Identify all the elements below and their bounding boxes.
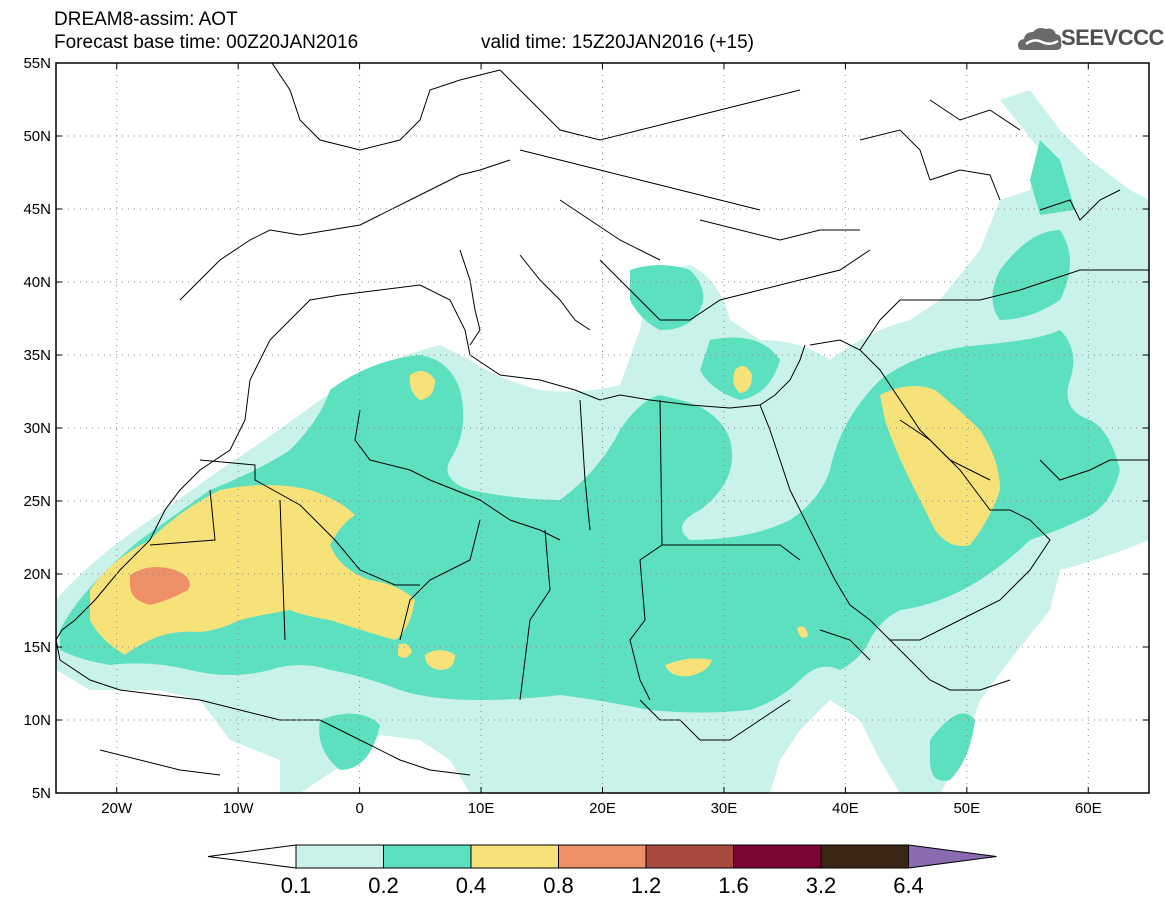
longitude-labels: 20W 10W 0 10E 20E 30E 40E 50E 60E xyxy=(101,800,1101,817)
forecast-base-time: Forecast base time: 00Z20JAN2016 xyxy=(54,32,359,53)
country-boundaries xyxy=(56,63,1149,776)
aot-band-0.4 xyxy=(90,366,1000,677)
colorbar-label: 0.2 xyxy=(368,873,399,898)
colorbar-box xyxy=(820,844,909,869)
colorbar-box xyxy=(733,844,822,869)
colorbar-box xyxy=(383,844,472,869)
lat-label: 55N xyxy=(23,55,51,72)
lon-label: 20W xyxy=(101,800,133,817)
colorbar-label: 6.4 xyxy=(893,873,924,898)
colorbar-box xyxy=(645,844,734,869)
lon-label: 10W xyxy=(223,800,255,817)
lat-label: 40N xyxy=(23,274,51,291)
aot-band-0.8 xyxy=(130,566,190,605)
cloud-icon xyxy=(1018,28,1062,50)
map-title: DREAM8-assim: AOT xyxy=(54,9,238,30)
lon-label: 60E xyxy=(1075,800,1102,817)
latitude-labels: 55N 50N 45N 40N 35N 30N 25N 20N 15N 10N 5N xyxy=(23,55,51,802)
colorbar-right-arrow xyxy=(908,844,997,869)
colorbar-box xyxy=(295,844,384,869)
lon-label: 10E xyxy=(468,800,495,817)
logo-text: SEEVCCC xyxy=(1061,25,1164,50)
lat-label: 45N xyxy=(23,201,51,218)
grid-lines xyxy=(56,63,1149,793)
colorbar-left-arrow xyxy=(207,844,297,869)
lon-label: 30E xyxy=(711,800,738,817)
colorbar-box xyxy=(470,844,559,869)
lat-label: 50N xyxy=(23,128,51,145)
colorbar-label: 3.2 xyxy=(806,873,837,898)
colorbar-label: 1.2 xyxy=(631,873,662,898)
lat-label: 35N xyxy=(23,347,51,364)
lat-label: 15N xyxy=(23,639,51,656)
valid-time: valid time: 15Z20JAN2016 (+15) xyxy=(481,32,755,53)
lon-label: 0 xyxy=(355,800,363,817)
colorbar-label: 0.4 xyxy=(456,873,487,898)
lon-label: 20E xyxy=(589,800,616,817)
lat-label: 30N xyxy=(23,420,51,437)
colorbar-label: 1.6 xyxy=(718,873,749,898)
lon-label: 40E xyxy=(832,800,859,817)
colorbar-label: 0.8 xyxy=(543,873,574,898)
lat-label: 10N xyxy=(23,712,51,729)
lat-label: 25N xyxy=(23,493,51,510)
lat-label: 20N xyxy=(23,566,51,583)
colorbar-label: 0.1 xyxy=(281,873,312,898)
colorbar-box xyxy=(558,844,647,869)
lon-label: 50E xyxy=(953,800,980,817)
axis-ticks xyxy=(56,62,1149,794)
lat-label: 5N xyxy=(32,785,51,802)
